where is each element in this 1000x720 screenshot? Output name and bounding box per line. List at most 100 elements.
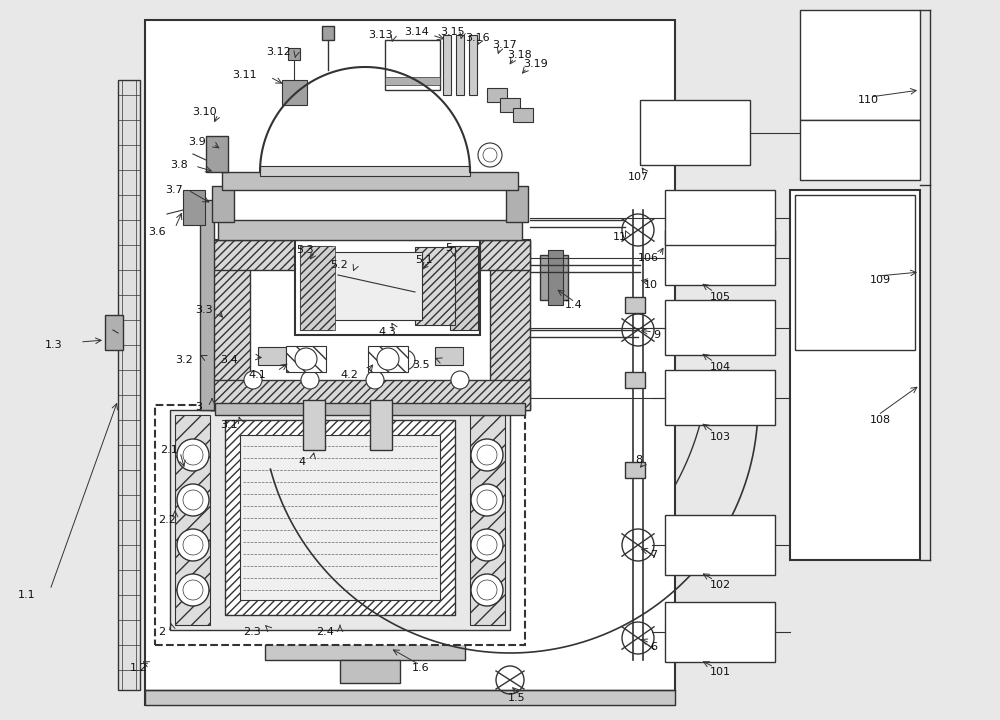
Text: 3.13: 3.13 (368, 30, 393, 40)
Bar (370, 400, 392, 450)
Bar (322, 26, 334, 40)
Text: 101: 101 (710, 667, 731, 677)
Bar (665, 230, 775, 285)
Bar (513, 108, 533, 122)
Text: 1.5: 1.5 (508, 693, 526, 703)
Text: 9: 9 (653, 330, 660, 340)
Circle shape (300, 350, 320, 370)
Text: 3.16: 3.16 (465, 33, 490, 43)
Text: 109: 109 (870, 275, 891, 285)
Bar (490, 240, 530, 410)
Bar (435, 347, 463, 365)
Bar (288, 48, 300, 60)
Text: 4.2: 4.2 (340, 370, 358, 380)
Circle shape (377, 348, 399, 370)
Bar (155, 405, 525, 645)
Bar (456, 35, 464, 95)
Circle shape (295, 348, 317, 370)
Bar (265, 638, 465, 660)
Bar (183, 190, 205, 225)
Circle shape (244, 371, 262, 389)
Text: 2.3: 2.3 (243, 627, 261, 637)
Bar (800, 10, 920, 120)
Text: 4: 4 (298, 457, 305, 467)
Bar (469, 35, 477, 95)
Text: 1.2: 1.2 (130, 663, 148, 673)
Text: 3.17: 3.17 (492, 40, 517, 50)
Circle shape (451, 371, 469, 389)
Text: 8: 8 (635, 455, 642, 465)
Text: 4.1: 4.1 (248, 370, 266, 380)
Text: 2.1: 2.1 (160, 445, 178, 455)
Bar (295, 240, 480, 335)
Text: 106: 106 (638, 253, 659, 263)
Text: 104: 104 (710, 362, 731, 372)
Bar (385, 40, 440, 90)
Text: 3.15: 3.15 (440, 27, 465, 37)
Text: 7: 7 (650, 550, 657, 560)
Circle shape (471, 574, 503, 606)
Bar (282, 80, 307, 105)
Bar (218, 220, 522, 240)
Bar (506, 186, 528, 222)
Text: 107: 107 (628, 172, 649, 182)
Bar (200, 200, 214, 410)
Bar (303, 400, 325, 450)
Text: 1.4: 1.4 (565, 300, 583, 310)
Bar (332, 252, 422, 320)
Text: 3: 3 (195, 402, 202, 412)
Text: 108: 108 (870, 415, 891, 425)
Bar (450, 246, 478, 330)
Bar (500, 98, 520, 112)
Bar (340, 660, 400, 683)
Text: 2.4: 2.4 (316, 627, 334, 637)
Bar (212, 186, 234, 222)
Text: 4.3: 4.3 (378, 327, 396, 337)
Bar (210, 380, 530, 410)
Text: 103: 103 (710, 432, 731, 442)
Text: 3.1: 3.1 (220, 420, 238, 430)
Bar (175, 415, 210, 625)
Circle shape (471, 529, 503, 561)
Circle shape (177, 484, 209, 516)
Bar (225, 420, 455, 615)
Text: 3.19: 3.19 (523, 59, 548, 69)
Bar (215, 403, 525, 415)
Bar (665, 515, 775, 575)
Bar (540, 255, 568, 300)
Bar (222, 172, 518, 190)
Bar (548, 250, 563, 305)
Text: 3.7: 3.7 (165, 185, 183, 195)
Circle shape (478, 143, 502, 167)
Bar (300, 246, 332, 330)
Text: 3.4: 3.4 (220, 355, 238, 365)
Text: 5.2: 5.2 (330, 260, 348, 270)
Text: 102: 102 (710, 580, 731, 590)
Circle shape (177, 529, 209, 561)
Text: 5: 5 (445, 243, 452, 253)
Text: 5.1: 5.1 (415, 255, 433, 265)
Circle shape (471, 439, 503, 471)
Bar (415, 247, 455, 325)
Bar (625, 372, 645, 388)
Text: 3.5: 3.5 (412, 360, 430, 370)
Bar (258, 347, 286, 365)
Bar (665, 602, 775, 662)
Circle shape (177, 439, 209, 471)
Bar (210, 240, 530, 270)
Circle shape (366, 371, 384, 389)
Bar (118, 80, 140, 690)
Bar (145, 690, 675, 705)
Bar (286, 346, 326, 372)
Text: 1.3: 1.3 (45, 340, 63, 350)
Text: 3.11: 3.11 (232, 70, 257, 80)
Bar (625, 297, 645, 313)
Bar (795, 195, 915, 350)
Text: 2.2: 2.2 (158, 515, 176, 525)
Bar (300, 246, 335, 330)
Bar (640, 100, 750, 165)
Text: 105: 105 (710, 292, 731, 302)
Circle shape (177, 574, 209, 606)
Bar (800, 120, 920, 180)
Text: 10: 10 (644, 280, 658, 290)
